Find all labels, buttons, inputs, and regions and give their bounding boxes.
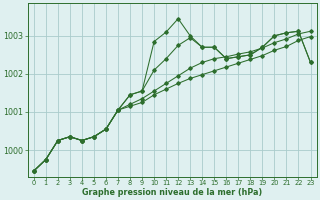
X-axis label: Graphe pression niveau de la mer (hPa): Graphe pression niveau de la mer (hPa): [82, 188, 262, 197]
